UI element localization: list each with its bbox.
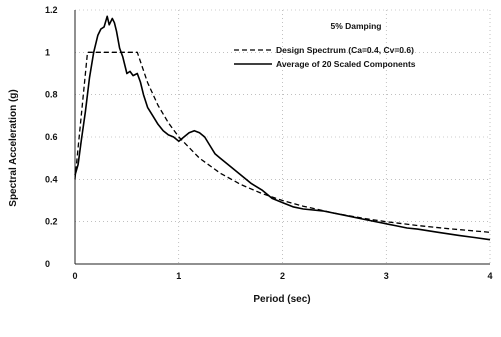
average-components-line [74,15,491,241]
design-spectrum-line [74,51,491,233]
x-tick-label: 4 [487,271,492,281]
y-tick-label: 0.2 [45,217,58,227]
legend-label-design-spectrum: Design Spectrum (Ca=0.4, Cv=0.6) [276,45,414,55]
x-tick-label: 1 [176,271,181,281]
damping-annotation: 5% Damping [330,21,381,31]
legend-label-average-components: Average of 20 Scaled Components [276,59,416,69]
series-layer [74,15,491,241]
tick-labels: 0 0.2 0.4 0.6 0.8 1 1.2 0 1 2 3 4 [45,5,493,281]
y-tick-label: 1.2 [45,5,58,15]
y-tick-label: 0.6 [45,132,58,142]
x-tick-label: 0 [72,271,77,281]
y-tick-label: 1 [45,47,50,57]
legend: Design Spectrum (Ca=0.4, Cv=0.6) Average… [234,45,416,69]
y-tick-label: 0.4 [45,174,58,184]
x-tick-label: 3 [384,271,389,281]
x-axis-title: Period (sec) [253,294,310,305]
y-tick-label: 0.8 [45,90,58,100]
y-axis-title: Spectral Acceleration (g) [8,89,19,206]
axes [74,10,490,265]
x-tick-label: 2 [280,271,285,281]
y-tick-label: 0 [45,259,50,269]
